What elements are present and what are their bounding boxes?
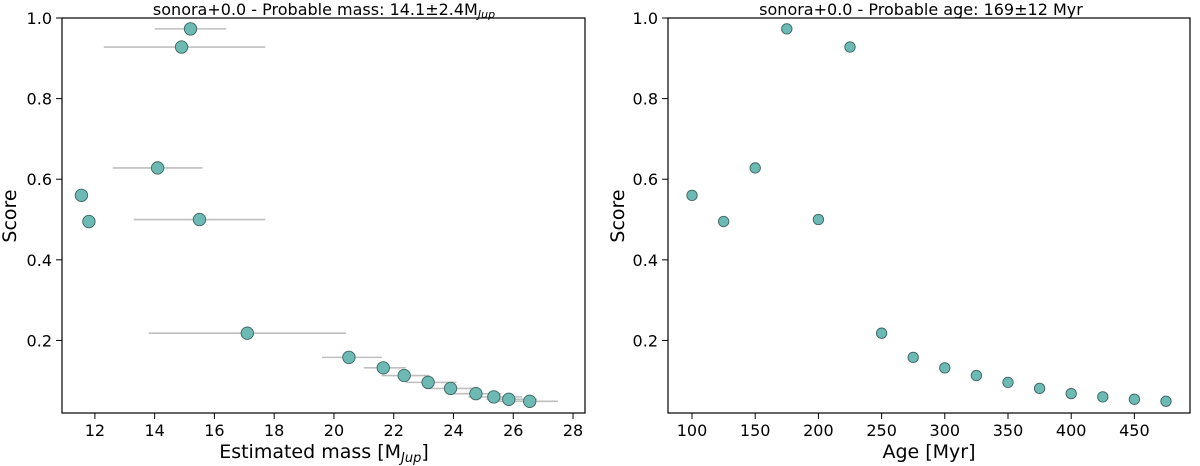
mass-x-tick-label: 24 <box>443 421 463 440</box>
mass-x-tick-label: 16 <box>204 421 224 440</box>
age-y-tick-label: 0.6 <box>633 170 658 189</box>
mass-data-point <box>443 381 458 396</box>
age-x-tick-label: 450 <box>1119 421 1150 440</box>
age-data-point <box>717 215 730 228</box>
mass-x-tick-label: 12 <box>85 421 105 440</box>
mass-data-point <box>240 326 254 340</box>
age-plot-area: 100 150 200 250 300 350 400 450 0.2 0.4 0.6 0.8 1.0 <box>633 9 1172 440</box>
age-x-tick-label: 300 <box>930 421 961 440</box>
mass-x-tick-label: 18 <box>264 421 284 440</box>
age-y-axis-label: Score <box>607 189 629 242</box>
age-data-point <box>1097 391 1109 403</box>
age-data-point <box>875 327 888 339</box>
age-data-point <box>1002 376 1014 389</box>
mass-x-tick-label: 28 <box>563 421 583 440</box>
mass-x-tick-label: 14 <box>144 421 164 440</box>
age-data-point <box>1160 395 1172 407</box>
age-data-point <box>781 23 793 35</box>
age-x-tick-label: 250 <box>866 421 897 440</box>
mass-chart: sonora+0.0 - Probable mass: 14.1±2.4MJup… <box>0 0 586 466</box>
age-data-point <box>812 213 825 226</box>
mass-data-point <box>342 350 356 365</box>
age-data-point <box>939 362 951 374</box>
mass-data-point <box>487 390 501 404</box>
age-data-point <box>844 41 856 53</box>
age-y-tick-label: 0.4 <box>633 251 658 270</box>
mass-x-tick-label: 20 <box>324 421 344 440</box>
age-data-point <box>686 189 698 201</box>
age-data-point <box>1065 388 1077 400</box>
age-data-point <box>749 162 761 174</box>
mass-data-point <box>523 394 537 408</box>
age-x-tick-label: 100 <box>677 421 708 440</box>
age-y-tick-label: 0.8 <box>633 90 658 109</box>
mass-y-axis-label: Score <box>0 189 21 242</box>
age-x-tick-label: 350 <box>993 421 1024 440</box>
mass-y-tick-label: 0.2 <box>27 331 52 350</box>
mass-y-tick-label: 0.6 <box>27 170 52 189</box>
mass-plot-area: 12 14 16 18 20 22 24 26 28 0.2 0.4 0.6 0.8 1.0 <box>27 9 584 440</box>
mass-data-point <box>192 212 207 227</box>
age-x-tick-label: 150 <box>740 421 771 440</box>
mass-data-point <box>469 387 483 401</box>
age-chart-title: sonora+0.0 - Probable age: 169±12 Myr <box>759 0 1083 19</box>
age-x-axis-label: Age [Myr] <box>882 441 975 463</box>
mass-data-point <box>82 214 96 229</box>
mass-data-point <box>502 392 516 406</box>
age-y-tick-label: 0.2 <box>633 331 658 350</box>
mass-x-tick-label: 22 <box>384 421 404 440</box>
age-y-tick-label: 1.0 <box>633 9 658 28</box>
mass-y-tick-label: 1.0 <box>27 9 52 28</box>
age-data-point <box>907 351 919 364</box>
mass-y-tick-label: 0.4 <box>27 251 52 270</box>
mass-y-tick-label: 0.8 <box>27 90 52 109</box>
mass-data-point <box>74 188 89 202</box>
age-chart: sonora+0.0 - Probable age: 169±12 Myr 10… <box>607 0 1191 463</box>
age-data-point <box>1033 382 1046 395</box>
mass-data-point <box>376 361 390 375</box>
mass-axes-frame <box>61 17 586 414</box>
mass-data-point <box>150 161 165 175</box>
age-data-point <box>970 369 983 382</box>
mass-x-tick-label: 26 <box>503 421 523 440</box>
mass-data-point <box>397 368 411 383</box>
age-data-point <box>1128 393 1141 405</box>
mass-x-axis-label: Estimated mass [MJup] <box>219 441 429 466</box>
mass-data-point <box>183 22 198 36</box>
mass-data-point <box>421 375 435 390</box>
mass-data-point <box>174 40 189 54</box>
age-x-tick-label: 400 <box>1056 421 1087 440</box>
age-x-tick-label: 200 <box>803 421 834 440</box>
age-axes-frame <box>667 17 1191 414</box>
